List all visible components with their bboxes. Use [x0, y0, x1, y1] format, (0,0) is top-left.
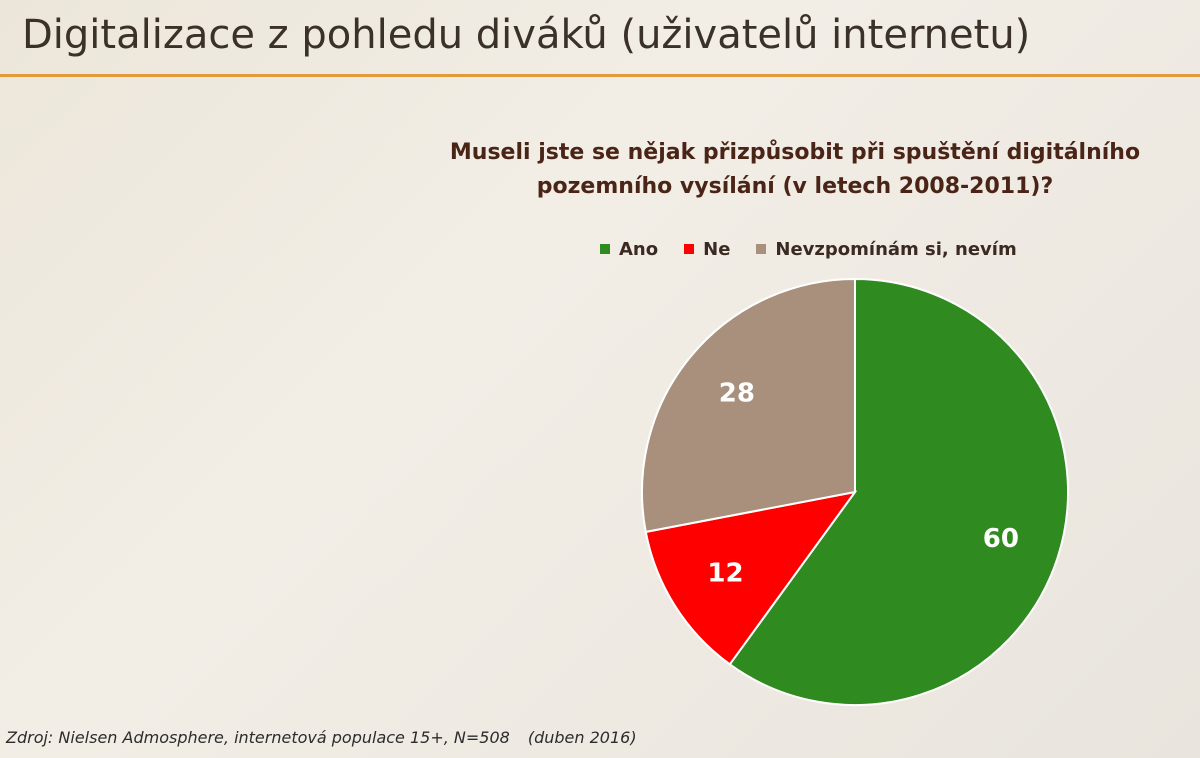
source-note: Zdroj: Nielsen Admosphere, internetová p…	[6, 728, 906, 747]
legend-item-ano: Ano	[600, 239, 658, 260]
pie-slice-nevzpominam	[641, 277, 856, 534]
source-date: (duben 2016)	[527, 728, 637, 747]
legend-item-ne: Ne	[684, 239, 730, 260]
legend-swatch-ne	[684, 244, 695, 254]
chart-title-line-1: Museli jste se nějak přizpůsobit při spu…	[449, 140, 1141, 165]
pie-slice-ne	[644, 490, 858, 666]
legend-item-nevzpominam: Nevzpomínám si, nevím	[756, 238, 1017, 260]
title-divider	[0, 74, 1200, 77]
source-text: Zdroj: Nielsen Admosphere, internetová p…	[6, 728, 510, 747]
pie-data-labels: 60 12 28	[707, 379, 1019, 589]
chart-title: Museli jste se nějak přizpůsobit při spu…	[445, 136, 1145, 204]
legend-label-nevzpominam: Nevzpomínám si, nevím	[775, 238, 1017, 260]
pie-slice-ano	[728, 277, 1069, 706]
pie-slices	[641, 277, 1069, 706]
legend-swatch-ano	[600, 244, 610, 254]
pie-label-ne: 12	[707, 559, 743, 589]
chart-title-line-2: pozemního vysílání (v letech 2008-2011)?	[536, 174, 1054, 199]
legend-label-ano: Ano	[619, 238, 659, 260]
chart-legend: Ano Ne Nevzpomínám si, nevím	[600, 236, 1080, 262]
pie-label-nevzpominam: 28	[719, 379, 755, 409]
pie-label-ano: 60	[983, 524, 1019, 554]
pie-chart: 60 12 28	[641, 277, 1069, 706]
legend-swatch-nevzpominam	[756, 244, 767, 254]
slide-title: Digitalizace z pohledu diváků (uživatelů…	[22, 12, 1031, 58]
legend-label-ne: Ne	[703, 238, 731, 260]
